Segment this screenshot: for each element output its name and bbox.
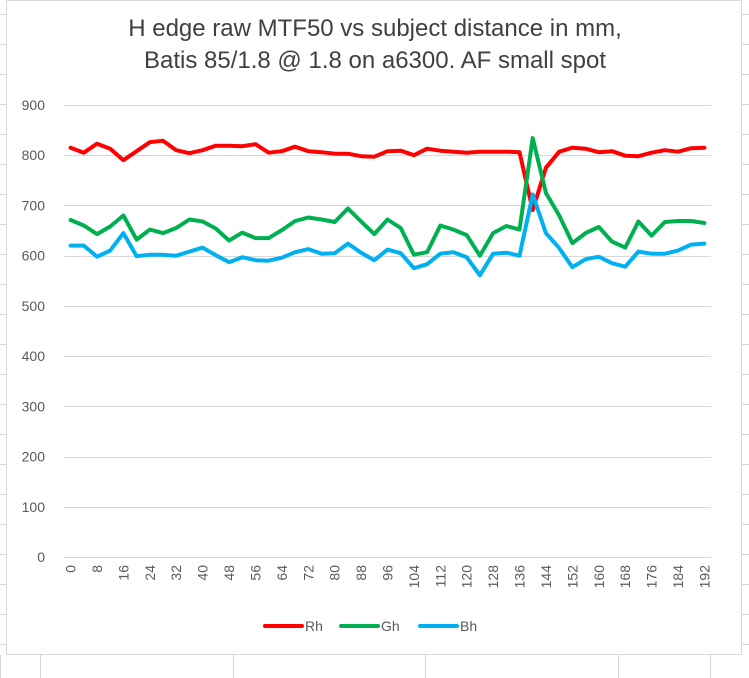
y-tick-label: 0 <box>37 549 45 565</box>
x-tick-label: 64 <box>274 565 290 581</box>
x-tick-label: 72 <box>300 565 316 581</box>
series-line-Bh <box>68 192 707 278</box>
y-tick-label: 400 <box>22 348 46 364</box>
x-tick-label: 136 <box>512 565 528 589</box>
y-tick-label: 500 <box>22 298 46 314</box>
x-tick-label: 40 <box>195 565 211 581</box>
x-tick-label: 168 <box>617 565 633 589</box>
series-line-Rh <box>68 138 707 212</box>
x-tick-label: 112 <box>432 565 448 588</box>
x-tick-label: 8 <box>89 565 105 573</box>
x-tick-label: 80 <box>327 565 343 581</box>
x-tick-label: 144 <box>538 565 554 589</box>
y-tick-label: 600 <box>22 248 46 264</box>
chart-title-line-1: H edge raw MTF50 vs subject distance in … <box>128 15 622 42</box>
y-tick-label: 800 <box>22 147 46 163</box>
x-tick-label: 24 <box>142 565 158 581</box>
series-Rh <box>68 138 707 212</box>
x-tick-label: 104 <box>406 565 422 589</box>
plot-area: 0 100 200 300 400 500 600 700 800 900 0 8 16 24 32 40 48… <box>22 97 713 634</box>
x-tick-label: 184 <box>670 565 686 589</box>
gridlines <box>64 105 711 558</box>
y-tick-label: 700 <box>22 197 46 213</box>
x-tick-label: 152 <box>564 565 580 589</box>
chart-area[interactable]: H edge raw MTF50 vs subject distance in … <box>6 0 742 655</box>
y-tick-label: 100 <box>22 499 46 515</box>
x-tick-label: 120 <box>459 565 475 589</box>
x-tick-label: 192 <box>696 565 712 589</box>
x-tick-label: 128 <box>485 565 501 589</box>
series-Gh <box>68 136 707 258</box>
series-Bh <box>68 192 707 278</box>
x-tick-label: 88 <box>353 565 369 581</box>
y-tick-label: 900 <box>22 97 46 113</box>
x-tick-label: 160 <box>591 565 607 589</box>
x-tick-label: 56 <box>247 565 263 581</box>
x-tick-label: 48 <box>221 565 237 581</box>
legend-label-Gh: Gh <box>381 618 400 634</box>
x-tick-label: 0 <box>63 565 79 573</box>
y-tick-label: 300 <box>22 398 46 414</box>
legend-label-Rh: Rh <box>305 618 323 634</box>
x-tick-label: 32 <box>168 565 184 581</box>
x-tick-label: 96 <box>380 565 396 581</box>
x-tick-label: 176 <box>644 565 660 589</box>
x-tick-label: 16 <box>115 565 131 581</box>
legend-label-Bh: Bh <box>460 618 477 634</box>
legend: Rh Gh Bh <box>263 618 477 634</box>
chart-title-line-2: Batis 85/1.8 @ 1.8 on a6300. AF small sp… <box>144 47 606 74</box>
y-tick-label: 200 <box>22 449 46 465</box>
